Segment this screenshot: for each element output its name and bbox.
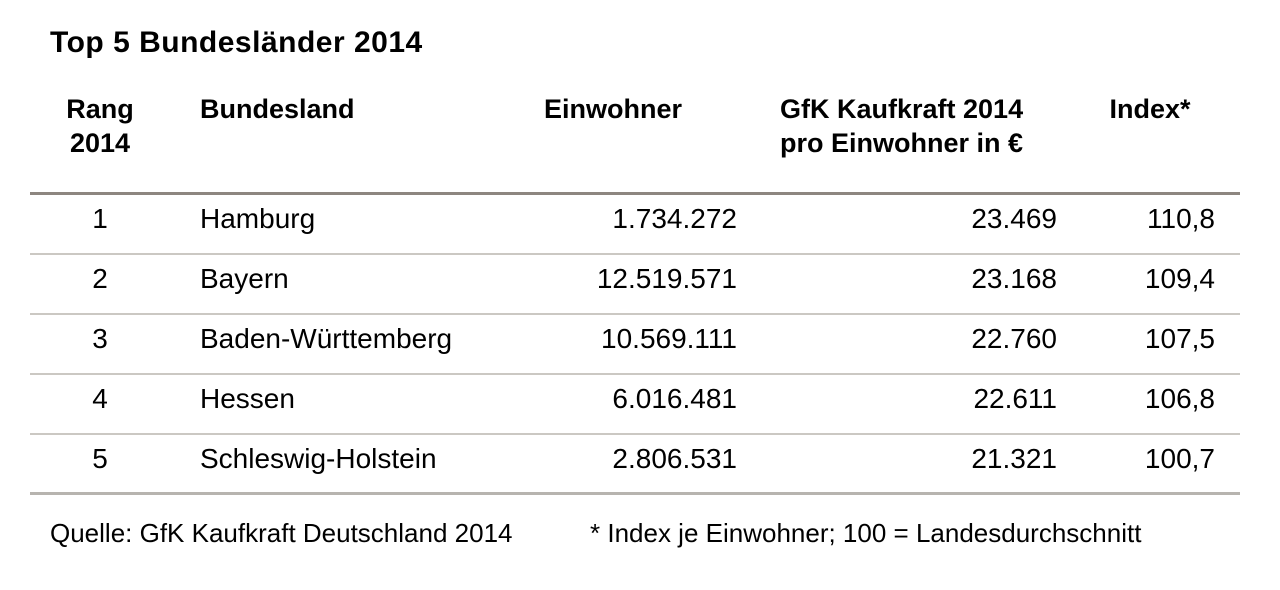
einwohner-cell: 12.519.571: [596, 262, 737, 294]
table-row: 5 Schleswig-Holstein 2.806.531 21.321 10…: [30, 434, 1240, 494]
header-rang-line2: 2014: [69, 128, 131, 158]
header-kaufkraft-line2: pro Einwohner in €: [780, 128, 1024, 158]
kaufkraft-cell: 21.321: [971, 442, 1057, 474]
einwohner-cell: 6.016.481: [612, 382, 737, 414]
kaufkraft-cell: 23.469: [971, 203, 1057, 234]
einwohner-cell: 10.569.111: [601, 322, 737, 354]
einwohner-cell: 2.806.531: [612, 442, 737, 474]
table-row: 2 Bayern 12.519.571 23.168 109,4: [30, 254, 1240, 314]
bundesland-cell: Schleswig-Holstein: [200, 442, 437, 474]
rang-cell: 1: [92, 203, 108, 234]
bundesland-cell: Baden-Württemberg: [200, 322, 453, 354]
source-note: Quelle: GfK Kaufkraft Deutschland 2014: [50, 518, 513, 548]
column-header-bundesland: Bundesland: [200, 94, 355, 124]
index-cell: 107,5: [1144, 322, 1215, 354]
table-row: 1 Hamburg 1.734.272 23.469 110,8: [30, 194, 1240, 254]
bundeslaender-table: Rang 2014 Bundesland Einwohner GfK Kaufk…: [30, 60, 1240, 495]
bundesland-cell: Hamburg: [200, 203, 316, 234]
index-cell: 109,4: [1144, 262, 1215, 294]
table-row: 4 Hessen 6.016.481 22.611 106,8: [30, 374, 1240, 434]
table-footer: Quelle: GfK Kaufkraft Deutschland 2014 * …: [50, 517, 1280, 549]
column-header-index: Index*: [1109, 94, 1191, 124]
bundesland-cell: Bayern: [200, 262, 289, 294]
kaufkraft-cell: 22.760: [971, 322, 1057, 354]
index-cell: 106,8: [1144, 382, 1215, 414]
index-cell: 100,7: [1144, 442, 1215, 474]
column-header-einwohner: Einwohner: [544, 94, 683, 124]
header-kaufkraft-line1: GfK Kaufkraft 2014: [780, 94, 1024, 124]
kaufkraft-cell: 23.168: [971, 262, 1057, 294]
table-row: 3 Baden-Württemberg 10.569.111 22.760 10…: [30, 314, 1240, 374]
table-header: Rang 2014 Bundesland Einwohner GfK Kaufk…: [30, 60, 1240, 194]
rang-cell: 5: [92, 442, 108, 474]
header-rang-line1: Rang: [66, 94, 134, 124]
rang-cell: 2: [92, 262, 108, 294]
column-header-kaufkraft: GfK Kaufkraft 2014 pro Einwohner in €: [740, 60, 1060, 194]
header-row: Rang 2014 Bundesland Einwohner GfK Kaufk…: [30, 60, 1240, 194]
rang-cell: 4: [92, 382, 108, 414]
index-footnote: * Index je Einwohner; 100 = Landesdurchs…: [590, 518, 1142, 548]
column-header-rang: Rang 2014: [30, 60, 170, 194]
page-title: Top 5 Bundesländer 2014: [50, 26, 423, 59]
table-body: 1 Hamburg 1.734.272 23.469 110,8 2 Bayer…: [30, 194, 1240, 494]
bundesland-cell: Hessen: [200, 382, 295, 414]
einwohner-cell: 1.734.272: [612, 203, 737, 234]
kaufkraft-cell: 22.611: [973, 382, 1057, 414]
rang-cell: 3: [92, 322, 108, 354]
index-cell: 110,8: [1147, 203, 1215, 234]
